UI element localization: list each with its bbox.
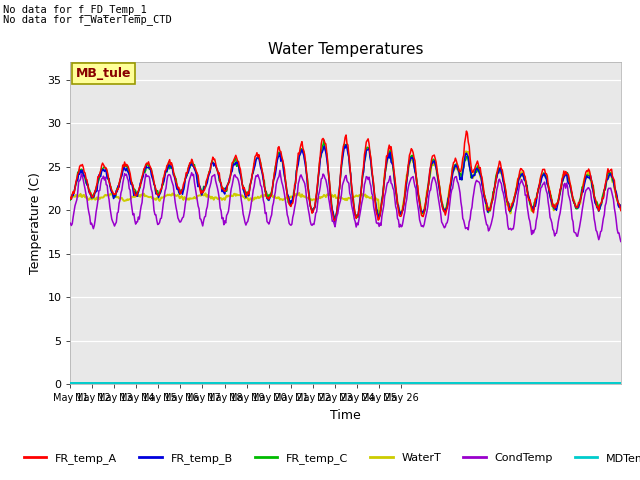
Text: No data for f_FD_Temp_1: No data for f_FD_Temp_1 [3, 4, 147, 15]
Title: Water Temperatures: Water Temperatures [268, 42, 423, 57]
Y-axis label: Temperature (C): Temperature (C) [29, 172, 42, 274]
Text: No data for f_WaterTemp_CTD: No data for f_WaterTemp_CTD [3, 13, 172, 24]
Text: MB_tule: MB_tule [76, 67, 131, 80]
Legend: FR_temp_A, FR_temp_B, FR_temp_C, WaterT, CondTemp, MDTemp_A: FR_temp_A, FR_temp_B, FR_temp_C, WaterT,… [19, 449, 640, 468]
X-axis label: Time: Time [330, 408, 361, 421]
